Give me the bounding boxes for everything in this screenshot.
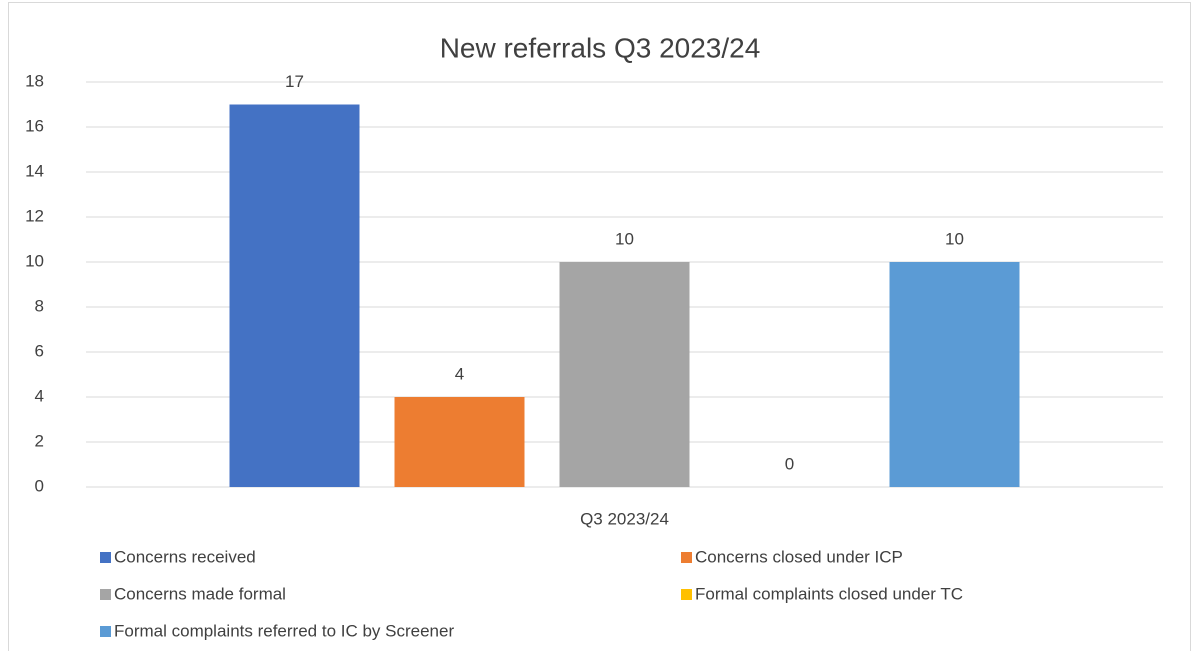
y-tick-label: 16 [25, 116, 44, 135]
x-tick-label: Q3 2023/24 [580, 509, 669, 528]
legend-label: Formal complaints closed under TC [695, 584, 963, 603]
bar [889, 262, 1020, 487]
y-tick-label: 12 [25, 206, 44, 225]
legend-swatch [100, 589, 111, 600]
data-label: 0 [785, 454, 794, 473]
legend-label: Formal complaints referred to IC by Scre… [114, 621, 454, 640]
legend-label: Concerns received [114, 547, 256, 566]
legend-swatch [100, 552, 111, 563]
data-label: 10 [945, 229, 964, 248]
legend-swatch [681, 552, 692, 563]
chart-title: New referrals Q3 2023/24 [440, 32, 761, 63]
data-label: 10 [615, 229, 634, 248]
y-tick-label: 0 [35, 476, 44, 495]
y-tick-label: 8 [35, 296, 44, 315]
data-label: 4 [455, 364, 464, 383]
y-tick-label: 4 [35, 386, 44, 405]
y-tick-label: 14 [25, 161, 44, 180]
legend-label: Concerns closed under ICP [695, 547, 903, 566]
legend-swatch [681, 589, 692, 600]
legend-label: Concerns made formal [114, 584, 286, 603]
y-tick-label: 6 [35, 341, 44, 360]
bar [559, 262, 690, 487]
y-tick-label: 10 [25, 251, 44, 270]
legend-swatch [100, 626, 111, 637]
y-tick-label: 18 [25, 71, 44, 90]
bar [394, 397, 525, 487]
y-tick-label: 2 [35, 431, 44, 450]
data-label: 17 [285, 72, 304, 91]
bar [229, 104, 360, 487]
